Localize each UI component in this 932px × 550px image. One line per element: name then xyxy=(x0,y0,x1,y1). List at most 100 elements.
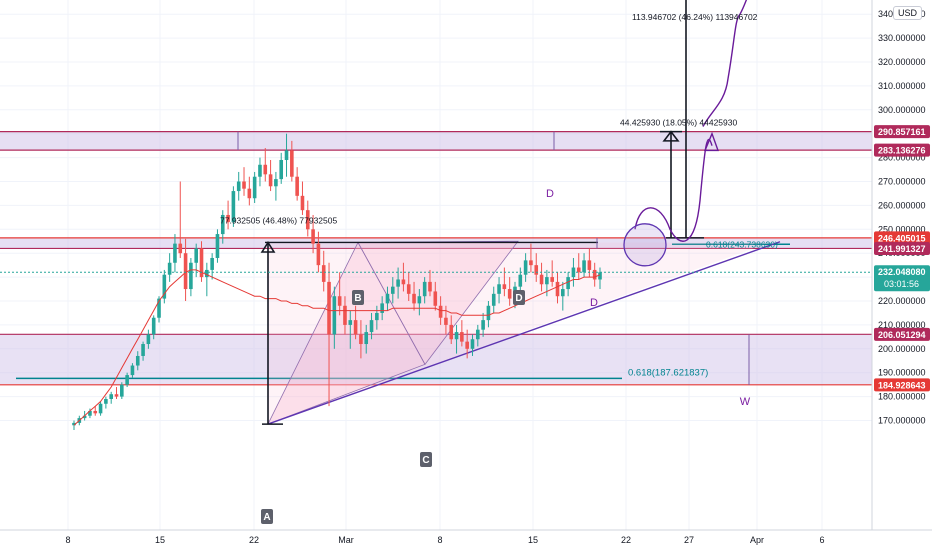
moving-average-line xyxy=(73,269,601,426)
candle-body xyxy=(523,260,528,275)
candle-body xyxy=(300,195,305,211)
measure-label-small: 44.425930 (18.05%) 44425930 xyxy=(620,117,737,127)
price-tick-3: 200.000000 xyxy=(878,344,926,354)
currency-badge[interactable]: USD xyxy=(892,6,922,20)
price-tag-1: 290.857161 xyxy=(878,127,926,137)
last-price-value: 232.048080 xyxy=(878,267,926,277)
candle-body xyxy=(332,296,337,335)
candle-body xyxy=(194,248,199,263)
zone-246-242 xyxy=(0,237,872,249)
price-tick-10: 270.000000 xyxy=(878,177,926,187)
candle-body xyxy=(125,375,129,385)
candle-body xyxy=(529,260,533,266)
candle-body xyxy=(242,181,246,189)
candle-body xyxy=(252,176,257,199)
annotations: 113.946702 (46.24%) 113946702 44.425930 (… xyxy=(220,0,778,524)
price-tick-11: 280.000000 xyxy=(878,153,926,163)
candle-body xyxy=(555,281,560,297)
candle-body xyxy=(109,394,113,399)
price-tag-3: 246.405015 xyxy=(878,233,926,243)
candle-body xyxy=(401,279,406,285)
candle-body xyxy=(438,305,443,318)
candle-body xyxy=(205,269,209,278)
candle-body xyxy=(539,274,544,285)
candle-body xyxy=(343,305,347,325)
candle-body xyxy=(199,248,204,278)
projection-arrowhead-small xyxy=(662,130,680,142)
price-tick-9: 260.000000 xyxy=(878,200,926,210)
candle-body xyxy=(135,355,140,366)
price-tick-5: 220.000000 xyxy=(878,296,926,306)
candle-body xyxy=(284,150,289,160)
last-price-countdown: 03:01:56 xyxy=(884,279,919,289)
price-axis: 170.000000 180.000000 190.000000 200.000000… xyxy=(0,0,932,530)
forecast-path-1 xyxy=(634,138,713,242)
zone-206-185 xyxy=(0,334,872,385)
candlestick-series xyxy=(72,133,602,431)
candle-body xyxy=(598,272,602,280)
candle-body xyxy=(72,422,76,426)
candle-body xyxy=(481,320,485,330)
candle-body xyxy=(226,214,230,223)
time-tick-0: 8 xyxy=(65,535,70,545)
candle-body xyxy=(236,181,241,192)
price-tag-4: 241.991327 xyxy=(878,244,926,254)
price-tick-16: 330.000000 xyxy=(878,33,926,43)
candle-body xyxy=(183,253,188,290)
candle-body xyxy=(380,303,384,313)
candle-body xyxy=(157,298,161,318)
price-tick-4: 210.000000 xyxy=(878,320,926,330)
pattern-label-d: D xyxy=(515,293,522,304)
time-tick-7: 27 xyxy=(684,535,694,545)
time-tick-5: 15 xyxy=(528,535,538,545)
candle-body xyxy=(263,164,268,175)
candle-body xyxy=(353,320,358,335)
candle-body xyxy=(93,410,98,414)
forecast-path-2 xyxy=(702,0,748,127)
support-resistance-zones xyxy=(0,131,872,386)
candle-body xyxy=(390,286,395,294)
candle-body xyxy=(433,291,438,306)
candle-body xyxy=(215,234,220,258)
candle-body xyxy=(576,267,581,273)
candle-body xyxy=(470,339,475,349)
candle-body xyxy=(348,320,353,325)
price-tick-0: 170.000000 xyxy=(878,416,926,426)
candle-body xyxy=(321,265,326,282)
price-tag-5: 206.051294 xyxy=(878,330,926,340)
candle-body xyxy=(279,159,284,180)
candle-body xyxy=(566,277,570,290)
candle-body xyxy=(507,289,512,299)
price-tag-bg-1 xyxy=(874,125,930,139)
price-tag-2: 283.136276 xyxy=(878,146,926,156)
last-price-bg xyxy=(874,265,930,292)
candle-body xyxy=(114,394,119,397)
candle-body xyxy=(369,320,374,333)
candle-body xyxy=(385,293,390,304)
wave-label-2: W xyxy=(740,396,751,408)
price-tag-bg-4 xyxy=(874,241,930,255)
time-tick-1: 15 xyxy=(155,535,165,545)
fib-label-lower: 0.618(187.621837) xyxy=(628,367,708,378)
pattern-label-a: A xyxy=(263,512,270,523)
candle-body xyxy=(210,257,214,270)
candle-body xyxy=(561,289,565,297)
candle-body xyxy=(592,269,597,280)
candle-body xyxy=(98,403,103,414)
price-tag-bg-2 xyxy=(874,143,930,157)
measure-label-large: 113.946702 (46.24%) 113946702 xyxy=(632,12,758,22)
candle-body xyxy=(475,329,480,340)
price-tick-2: 190.000000 xyxy=(878,368,926,378)
candle-body xyxy=(82,415,87,419)
candle-body xyxy=(428,281,432,292)
forecast-arrowhead-1 xyxy=(703,131,719,152)
candle-body xyxy=(417,296,422,304)
candle-body xyxy=(258,164,262,177)
price-tick-8: 250.000000 xyxy=(878,224,926,234)
candle-body xyxy=(364,332,369,345)
candle-body xyxy=(396,279,400,287)
candle-body xyxy=(189,262,193,290)
candle-body xyxy=(449,324,454,340)
